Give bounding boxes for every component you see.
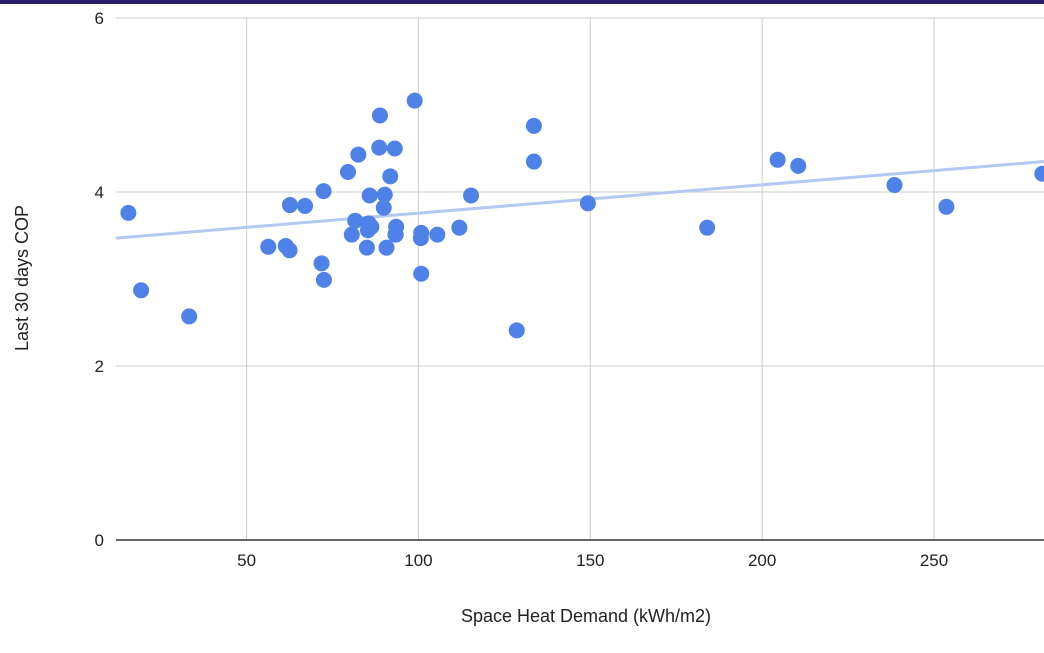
data-point [350, 146, 367, 163]
data-point [387, 226, 404, 243]
data-point [699, 219, 716, 236]
data-point [363, 218, 380, 235]
data-point [406, 92, 423, 109]
data-point [1034, 165, 1044, 182]
data-point [463, 187, 480, 204]
points-layer [120, 92, 1044, 339]
data-point [886, 177, 903, 194]
data-point [371, 107, 388, 124]
x-tick-label: 250 [920, 551, 948, 570]
x-tick-label: 100 [404, 551, 432, 570]
data-point [508, 322, 525, 339]
data-point [358, 239, 375, 256]
data-point [313, 255, 330, 272]
window-top-bar [0, 0, 1044, 4]
data-point [382, 168, 399, 185]
y-tick-label: 4 [95, 183, 104, 202]
y-axis-title: Last 30 days COP [12, 205, 32, 351]
y-tick-label: 0 [95, 531, 104, 550]
data-point [361, 187, 378, 204]
data-point [297, 197, 314, 214]
data-point [133, 282, 150, 299]
data-point [413, 265, 430, 282]
data-point [343, 226, 360, 243]
data-point [371, 139, 388, 156]
data-point [181, 308, 198, 325]
data-point [315, 183, 332, 200]
data-point [429, 226, 446, 243]
trendline [115, 160, 1044, 240]
data-point [347, 212, 364, 229]
data-point [378, 239, 395, 256]
data-point [340, 163, 356, 180]
x-tick-label: 150 [576, 551, 604, 570]
x-tick-label: 50 [237, 551, 256, 570]
data-point [412, 230, 429, 247]
data-point [120, 204, 137, 221]
data-point [769, 151, 786, 168]
data-point [376, 186, 393, 203]
data-point [525, 117, 542, 134]
y-tick-label: 2 [95, 357, 104, 376]
tick-labels-layer: 0 2 4 6 50 100 150 200 250 [95, 9, 949, 570]
data-point [315, 271, 332, 288]
data-point [281, 197, 298, 214]
data-point [938, 198, 955, 215]
data-point [790, 157, 807, 174]
data-point [375, 199, 392, 216]
x-tick-label: 200 [748, 551, 776, 570]
data-point [260, 238, 277, 255]
data-point [579, 195, 596, 212]
data-point [451, 219, 468, 236]
data-point [281, 242, 298, 259]
trendline-layer [115, 160, 1044, 240]
x-axis-title: Space Heat Demand (kWh/m2) [461, 606, 711, 626]
data-point [525, 153, 542, 170]
data-point [386, 140, 403, 157]
y-tick-label: 6 [95, 9, 104, 28]
grid-layer [116, 17, 1044, 541]
